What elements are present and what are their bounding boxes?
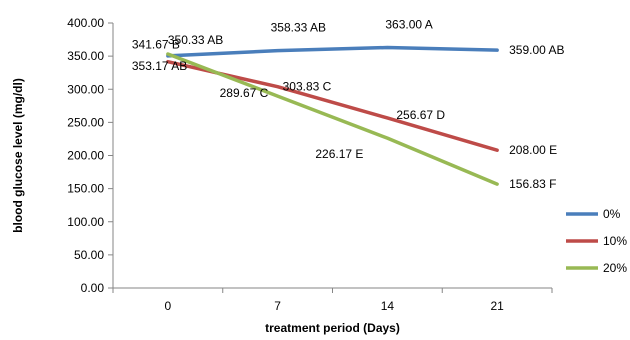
x-tick-label: 21 [490,299,504,313]
series-line [166,59,499,152]
data-label: 353.17 AB [132,59,187,73]
series-line [166,45,499,58]
y-axis-title: blood glucose level (mg/dl) [11,78,25,233]
legend-label: 20% [603,261,627,275]
x-tick-label: 14 [381,299,395,313]
data-label: 359.00 AB [509,43,564,57]
data-label: 289.67 C [220,86,269,100]
y-tick-label: 150.00 [67,182,104,196]
legend-label: 10% [603,234,627,248]
y-tick-label: 400.00 [67,16,104,30]
x-axis-title: treatment period (Days) [265,321,400,335]
x-tick-label: 0 [165,299,172,313]
y-tick-label: 250.00 [67,115,104,129]
data-label: 256.67 D [396,108,445,122]
data-label: 358.33 AB [271,21,326,35]
y-tick-label: 300.00 [67,82,104,96]
data-labels: 350.33 AB 358.33 AB 363.00 A 359.00 AB 341.6… [132,18,565,192]
data-label: 341.67 B [132,38,180,52]
series-line [166,52,499,186]
legend-label: 0% [603,207,621,221]
y-tick-label: 350.00 [67,49,104,63]
data-label: 156.83 F [509,177,556,191]
y-tick-label: 200.00 [67,149,104,163]
x-axis: 0 7 14 21 [112,287,553,313]
y-tick-label: 0.00 [81,281,105,295]
data-label: 226.17 E [315,147,363,161]
y-tick-label: 50.00 [74,248,104,262]
data-label: 363.00 A [385,18,432,32]
series-lines [166,45,499,186]
y-axis: 0.00 50.00 100.00 150.00 200.00 250.00 300.00 3… [67,16,114,295]
data-label: 350.33 AB [168,33,223,47]
x-tick-label: 7 [274,299,281,313]
data-label: 303.83 C [283,80,332,94]
legend: 0% 10% 20% [566,207,627,275]
y-tick-label: 100.00 [67,215,104,229]
data-label: 208.00 E [509,143,557,157]
